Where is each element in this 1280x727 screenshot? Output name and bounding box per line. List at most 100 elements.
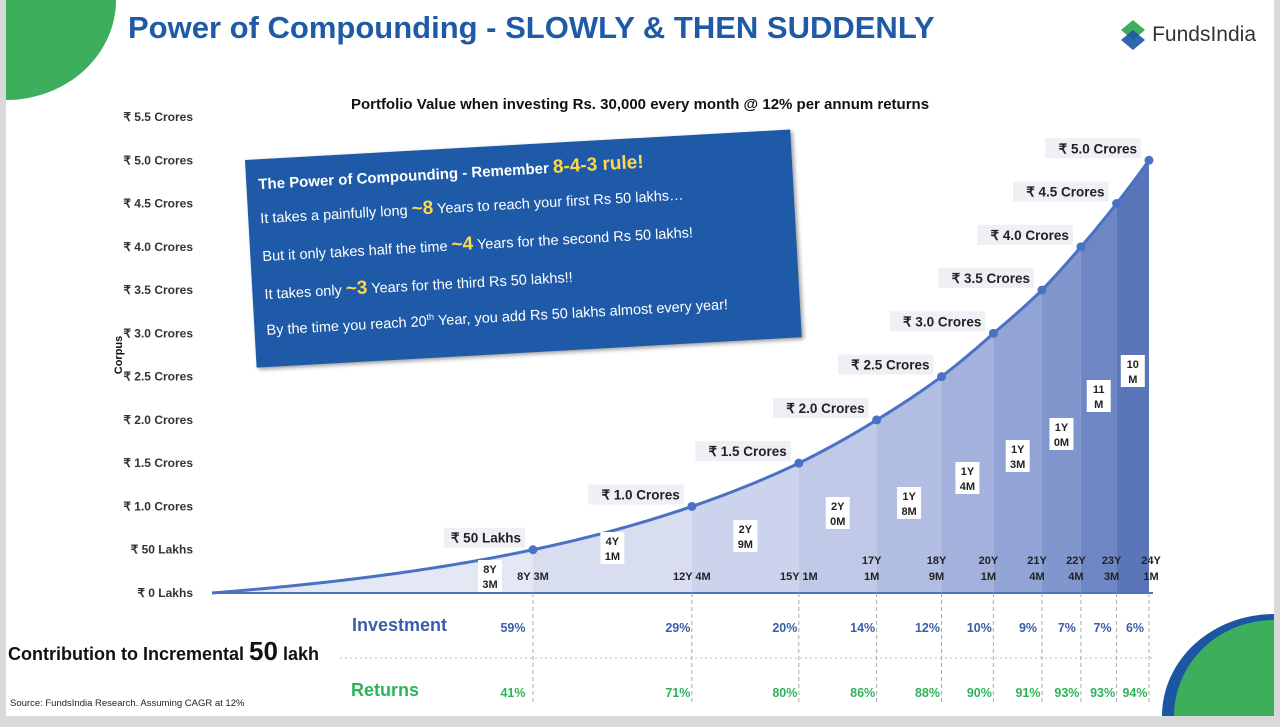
y-tick-label: ₹ 3.5 Crores xyxy=(123,283,193,297)
milestone-point xyxy=(1112,199,1122,209)
info-text: Years to reach your first Rs 50 lakhs… xyxy=(436,187,685,218)
returns-pct: 93% xyxy=(1054,686,1079,700)
value-label-bg xyxy=(1045,138,1141,159)
investment-pct: 29% xyxy=(665,621,690,635)
time-label-months: 9M xyxy=(929,571,944,583)
investment-pct: 6% xyxy=(1126,621,1144,635)
value-label-bg xyxy=(773,397,869,418)
duration-box xyxy=(1086,380,1111,412)
value-label: ₹ 50 Lakhs xyxy=(451,531,521,546)
duration-label: 1Y xyxy=(1055,422,1069,434)
area-segment xyxy=(212,549,533,593)
y-tick-label: ₹ 5.5 Crores xyxy=(123,110,193,124)
duration-label: 0M xyxy=(830,516,845,528)
duration-label: 1M xyxy=(605,551,620,563)
returns-row-label: Returns xyxy=(351,680,420,700)
investment-pct: 7% xyxy=(1094,621,1112,635)
duration-label: M xyxy=(1094,399,1103,411)
milestone-point xyxy=(1144,155,1154,165)
investment-pct: 59% xyxy=(500,621,525,635)
duration-label: 3M xyxy=(482,579,497,591)
info-text: By the time you reach 20 xyxy=(266,313,428,339)
investment-row-label: Investment xyxy=(352,615,448,635)
value-label-bg xyxy=(938,268,1035,289)
investment-pct: 12% xyxy=(915,621,940,635)
duration-box xyxy=(600,532,625,564)
info-text: Year, you add Rs 50 lakhs almost every y… xyxy=(433,297,729,330)
logo-text: FundsIndia xyxy=(1152,23,1256,46)
duration-label: 0M xyxy=(1054,437,1069,449)
duration-box xyxy=(1120,355,1145,387)
y-tick-label: ₹ 2.5 Crores xyxy=(123,370,193,384)
time-label-years: 23Y xyxy=(1102,555,1122,567)
time-label-years: 24Y xyxy=(1141,555,1161,567)
value-label-bg xyxy=(977,224,1073,245)
time-label-months: 1M xyxy=(981,571,996,583)
info-highlight: ~3 xyxy=(345,277,368,300)
value-label-bg xyxy=(443,527,525,548)
investment-pct: 7% xyxy=(1058,621,1076,635)
chart-title: Portfolio Value when investing Rs. 30,00… xyxy=(350,96,930,113)
area-segment xyxy=(876,376,942,593)
duration-label: 4Y xyxy=(606,536,620,548)
time-label-years: 20Y xyxy=(979,555,999,567)
time-label: 12Y 4M xyxy=(673,571,711,583)
duration-box xyxy=(1005,440,1030,472)
page-title: Power of Compounding - SLOWLY & THEN SUD… xyxy=(128,10,935,45)
investment-pct: 9% xyxy=(1019,621,1037,635)
value-label: ₹ 3.0 Crores xyxy=(903,314,981,329)
info-highlight: ~8 xyxy=(410,197,434,220)
info-text: But it only takes half the time xyxy=(262,238,448,266)
value-label: ₹ 2.5 Crores xyxy=(851,358,929,373)
returns-pct: 41% xyxy=(500,686,525,700)
returns-pct: 91% xyxy=(1015,686,1040,700)
duration-box xyxy=(733,520,758,552)
returns-pct: 80% xyxy=(772,686,797,700)
duration-label: 1Y xyxy=(961,466,975,478)
info-text: Years for the third Rs 50 lakhs!! xyxy=(370,269,574,298)
y-tick-label: ₹ 4.5 Crores xyxy=(123,197,193,211)
duration-label: 9M xyxy=(738,539,753,551)
value-label: ₹ 2.0 Crores xyxy=(786,401,864,416)
value-label-bg xyxy=(837,354,934,375)
investment-pct: 10% xyxy=(967,621,992,635)
duration-box xyxy=(825,497,850,529)
value-label-bg xyxy=(695,441,791,462)
info-heading-text: The Power of Compounding - Remember xyxy=(257,160,550,194)
value-label: ₹ 4.0 Crores xyxy=(991,228,1069,243)
duration-label: 8Y xyxy=(483,564,497,576)
y-tick-label: ₹ 50 Lakhs xyxy=(131,543,194,557)
info-box: The Power of Compounding - Remember 8-4-… xyxy=(245,129,802,368)
duration-label: 10 xyxy=(1127,359,1139,371)
returns-pct: 90% xyxy=(967,686,992,700)
contribution-unit: lakh xyxy=(282,644,319,664)
time-label-months: 1M xyxy=(864,571,879,583)
y-tick-label: ₹ 1.0 Crores xyxy=(123,499,193,513)
milestone-point xyxy=(687,501,697,511)
investment-pct: 20% xyxy=(772,621,797,635)
returns-pct: 71% xyxy=(665,686,690,700)
duration-box xyxy=(1049,418,1074,450)
time-label: 8Y 3M xyxy=(517,571,549,583)
time-label-months: 1M xyxy=(1143,571,1158,583)
y-tick-label: ₹ 4.0 Crores xyxy=(123,240,193,254)
milestone-point xyxy=(872,415,882,425)
time-label-years: 22Y xyxy=(1066,555,1086,567)
duration-box xyxy=(478,560,502,592)
milestone-point xyxy=(937,372,947,382)
y-tick-label: ₹ 3.0 Crores xyxy=(123,326,193,340)
time-label-years: 17Y xyxy=(862,555,882,567)
y-tick-label: ₹ 5.0 Crores xyxy=(123,153,193,167)
info-text: Years for the second Rs 50 lakhs! xyxy=(476,225,694,254)
value-label: ₹ 3.5 Crores xyxy=(952,271,1030,286)
y-tick-label: ₹ 0 Lakhs xyxy=(137,586,193,600)
logo: FundsIndia xyxy=(1118,18,1256,52)
value-label-bg xyxy=(588,484,684,505)
contribution-amount: 50 xyxy=(249,636,278,666)
time-label-years: 18Y xyxy=(927,555,947,567)
y-tick-label: ₹ 1.5 Crores xyxy=(123,456,193,470)
value-label: ₹ 4.5 Crores xyxy=(1026,185,1104,200)
duration-box xyxy=(897,487,922,519)
milestone-point xyxy=(1037,285,1047,295)
duration-label: 2Y xyxy=(831,501,845,513)
